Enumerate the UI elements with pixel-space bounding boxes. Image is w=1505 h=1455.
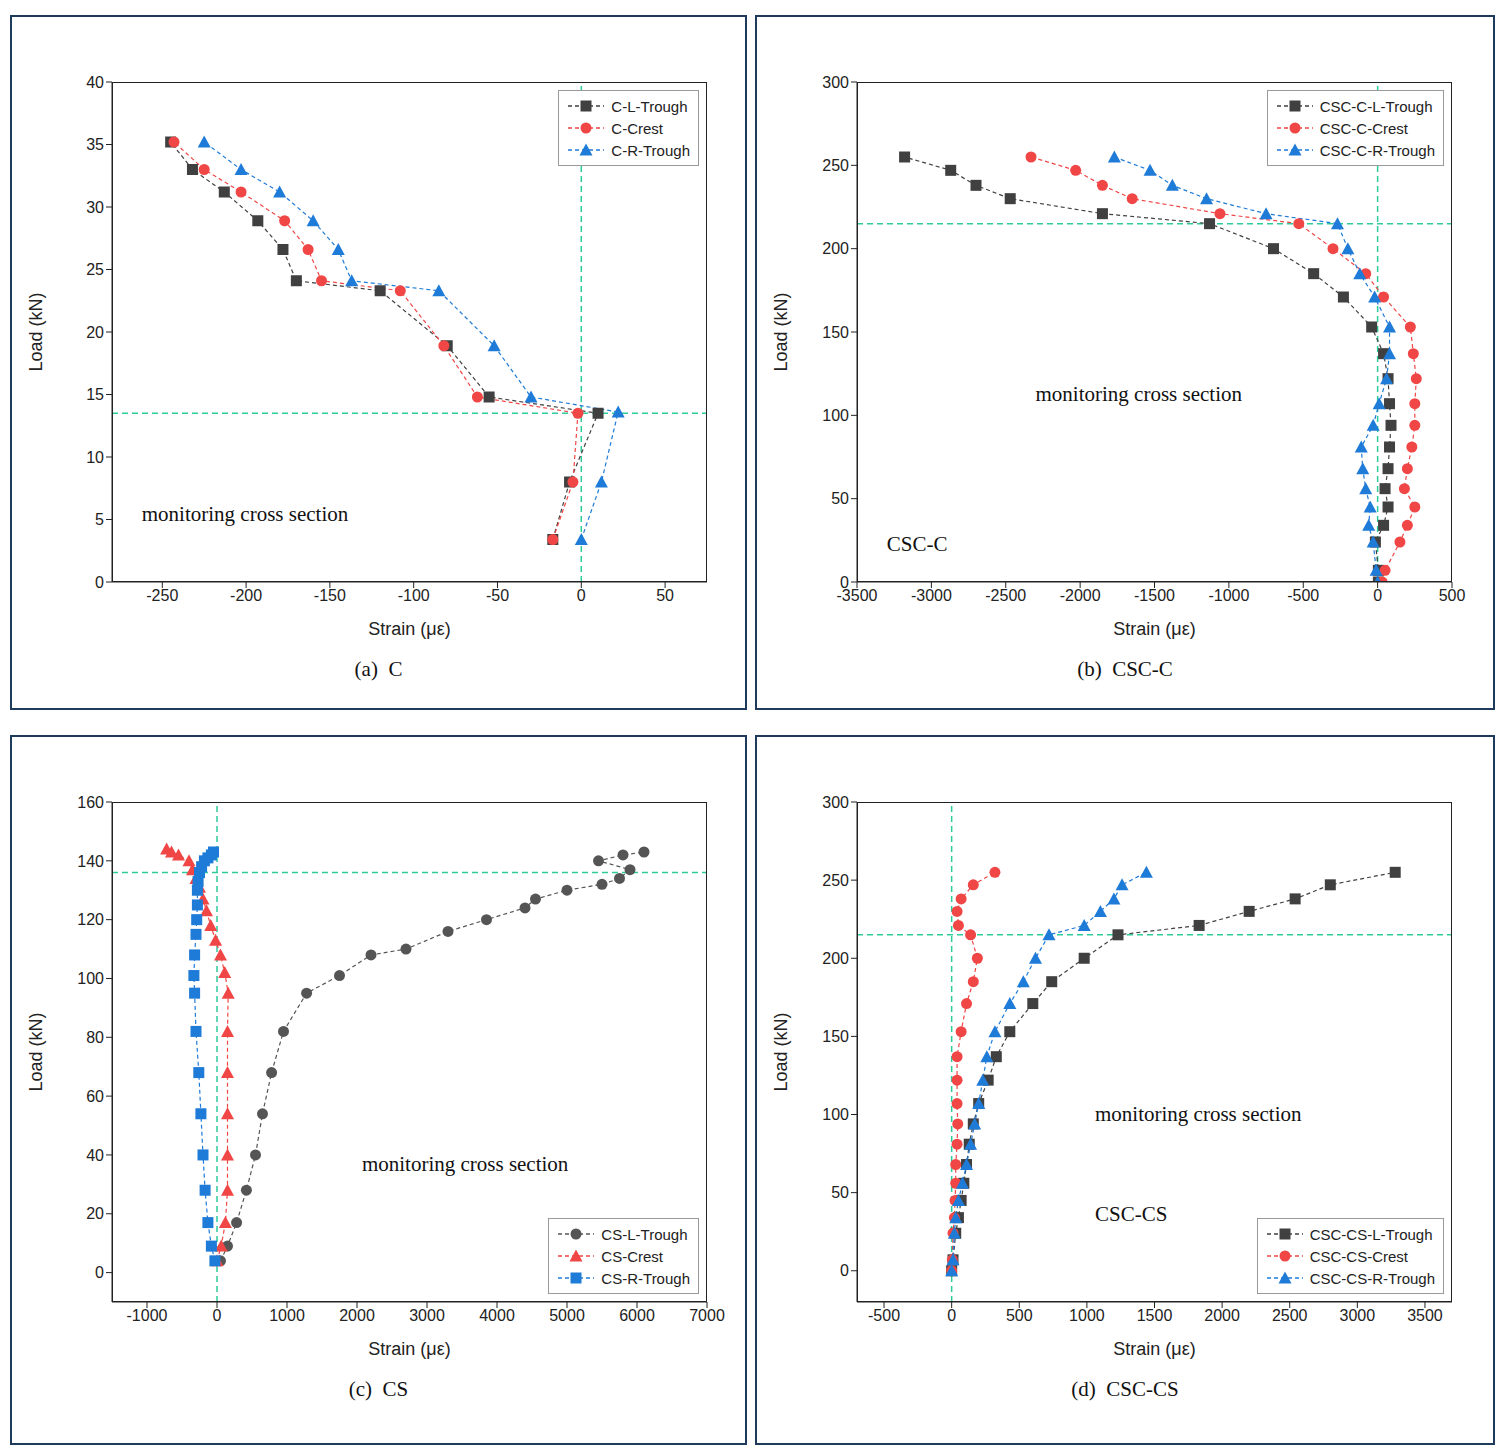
svg-text:0: 0 — [1373, 587, 1382, 604]
svg-text:40: 40 — [86, 74, 104, 91]
svg-text:20: 20 — [86, 1205, 104, 1222]
svg-text:Load (kN): Load (kN) — [771, 1012, 791, 1091]
html-text:monitoring cross section: monitoring cross section — [361, 1152, 569, 1176]
svg-text:6000: 6000 — [619, 1307, 655, 1324]
svg-text:0: 0 — [95, 1264, 104, 1281]
svg-text:3500: 3500 — [1407, 1307, 1443, 1324]
svg-text:20: 20 — [86, 324, 104, 341]
svg-text:140: 140 — [77, 853, 104, 870]
svg-text:-1500: -1500 — [1134, 587, 1175, 604]
html-text:C-Crest: C-Crest — [611, 119, 663, 137]
svg-text:2000: 2000 — [339, 1307, 375, 1324]
svg-text:100: 100 — [822, 1106, 849, 1123]
svg-text:0: 0 — [577, 587, 586, 604]
svg-text:-250: -250 — [146, 587, 178, 604]
html-text:monitoring cross section: monitoring cross section — [1035, 382, 1242, 406]
svg-text:100: 100 — [822, 407, 849, 424]
svg-text:3000: 3000 — [1340, 1307, 1376, 1324]
svg-text:25: 25 — [86, 261, 104, 278]
svg-text:-100: -100 — [398, 587, 430, 604]
svg-text:7000: 7000 — [689, 1307, 725, 1324]
svg-text:150: 150 — [822, 324, 849, 341]
html-text:CS-L-Trough: CS-L-Trough — [601, 1225, 688, 1243]
svg-text:300: 300 — [822, 794, 849, 811]
svg-text:120: 120 — [77, 911, 104, 928]
svg-text:0: 0 — [947, 1307, 956, 1324]
svg-text:50: 50 — [831, 490, 849, 507]
svg-text:2000: 2000 — [1204, 1307, 1240, 1324]
svg-text:3000: 3000 — [409, 1307, 445, 1324]
svg-text:100: 100 — [77, 970, 104, 987]
svg-text:0: 0 — [95, 574, 104, 591]
html-text:CSC-C-Crest: CSC-C-Crest — [1319, 119, 1408, 137]
html-text:CS-Crest: CS-Crest — [601, 1247, 663, 1265]
svg-text:500: 500 — [1006, 1307, 1033, 1324]
svg-text:-2000: -2000 — [1060, 587, 1101, 604]
svg-text:50: 50 — [656, 587, 674, 604]
svg-text:-1000: -1000 — [127, 1307, 168, 1324]
svg-text:500: 500 — [1439, 587, 1466, 604]
svg-text:35: 35 — [86, 136, 104, 153]
html-text:CSC-C-L-Trough: CSC-C-L-Trough — [1319, 97, 1433, 115]
svg-text:40: 40 — [86, 1147, 104, 1164]
html-text:CSC-C: CSC-C — [886, 532, 948, 556]
svg-text:-3000: -3000 — [911, 587, 952, 604]
html-text:(b) CSC-C: (b) CSC-C — [1077, 657, 1173, 681]
svg-text:-500: -500 — [868, 1307, 900, 1324]
html-text:CSC-C-R-Trough: CSC-C-R-Trough — [1319, 141, 1435, 159]
html-text:(a) C: (a) C — [354, 657, 403, 681]
svg-text:15: 15 — [86, 386, 104, 403]
html-text:monitoring cross section: monitoring cross section — [1095, 1102, 1302, 1126]
svg-text:-1000: -1000 — [1208, 587, 1249, 604]
svg-text:60: 60 — [86, 1088, 104, 1105]
svg-text:-150: -150 — [314, 587, 346, 604]
svg-text:Strain (με): Strain (με) — [1113, 619, 1195, 639]
svg-text:0: 0 — [840, 1262, 849, 1279]
svg-text:1500: 1500 — [1137, 1307, 1173, 1324]
svg-text:2500: 2500 — [1272, 1307, 1308, 1324]
svg-text:Strain (με): Strain (με) — [368, 619, 450, 639]
svg-text:5: 5 — [95, 511, 104, 528]
svg-text:Load (kN): Load (kN) — [26, 1012, 46, 1091]
svg-text:250: 250 — [822, 872, 849, 889]
svg-text:Strain (με): Strain (με) — [368, 1339, 450, 1359]
svg-text:-200: -200 — [230, 587, 262, 604]
html-text:CS-R-Trough: CS-R-Trough — [601, 1269, 690, 1287]
svg-text:-3500: -3500 — [836, 587, 878, 605]
svg-text:300: 300 — [822, 74, 849, 91]
svg-text:80: 80 — [86, 1029, 104, 1046]
svg-text:Load (kN): Load (kN) — [26, 292, 46, 371]
svg-text:50: 50 — [831, 1184, 849, 1201]
svg-text:30: 30 — [86, 199, 104, 216]
svg-text:-2500: -2500 — [985, 587, 1026, 604]
html-text:CSC-CS-L-Trough: CSC-CS-L-Trough — [1309, 1225, 1433, 1243]
svg-text:Strain (με): Strain (με) — [1113, 1339, 1195, 1359]
svg-text:0: 0 — [213, 1307, 222, 1324]
svg-text:250: 250 — [822, 157, 849, 174]
html-text:C-L-Trough: C-L-Trough — [611, 97, 688, 115]
svg-text:Load (kN): Load (kN) — [771, 292, 791, 371]
svg-text:-50: -50 — [486, 587, 509, 604]
svg-text:1000: 1000 — [269, 1307, 305, 1324]
html-text:CSC-CS: CSC-CS — [1095, 1202, 1168, 1226]
svg-text:10: 10 — [86, 449, 104, 466]
html-text:monitoring cross section: monitoring cross section — [141, 502, 349, 526]
html-text:(c) CS: (c) CS — [348, 1377, 409, 1401]
svg-text:1000: 1000 — [1069, 1307, 1105, 1324]
html-text:C-R-Trough: C-R-Trough — [611, 141, 690, 159]
svg-text:160: 160 — [77, 794, 104, 811]
svg-text:200: 200 — [822, 240, 849, 257]
svg-text:5000: 5000 — [549, 1307, 585, 1324]
svg-text:0: 0 — [840, 574, 849, 591]
svg-text:4000: 4000 — [479, 1307, 515, 1324]
svg-text:150: 150 — [822, 1028, 849, 1045]
html-text:CSC-CS-Crest: CSC-CS-Crest — [1309, 1247, 1408, 1265]
svg-text:200: 200 — [822, 950, 849, 967]
html-text:(d) CSC-CS: (d) CSC-CS — [1071, 1377, 1179, 1401]
html-text:CSC-CS-R-Trough: CSC-CS-R-Trough — [1309, 1269, 1435, 1287]
svg-text:-500: -500 — [1287, 587, 1319, 604]
